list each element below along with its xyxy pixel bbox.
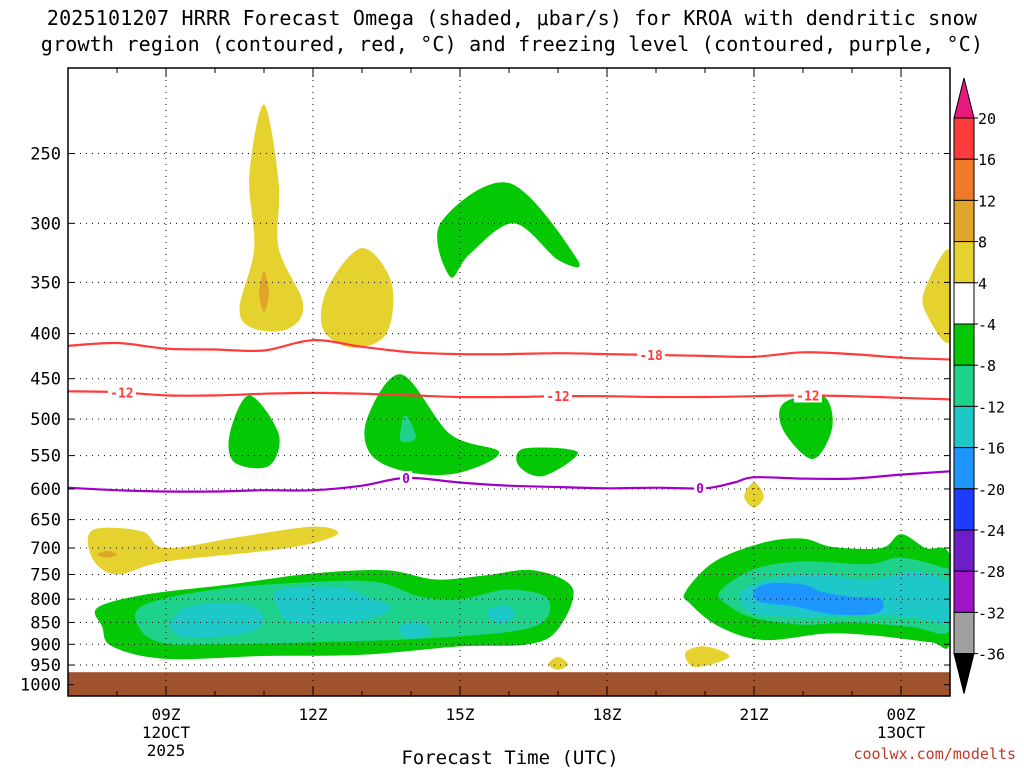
chart-title-line-1: 2025101207 HRRR Forecast Omega (shaded, … <box>46 6 978 30</box>
omega-shaded-region-13 <box>97 550 117 558</box>
omega-shaded-region-18 <box>170 602 265 638</box>
omega-shaded-region-14 <box>548 656 568 670</box>
colorbar-swatch-6 <box>953 323 975 366</box>
colorbar-label-m4: -4 <box>978 316 996 334</box>
y-tick-label-350: 350 <box>30 273 61 293</box>
isotherm-label: -18 <box>639 349 663 364</box>
colorbar-bottom-arrow <box>953 653 975 694</box>
x-tick-date: 13OCT <box>877 723 926 742</box>
y-tick-label-550: 550 <box>30 447 61 467</box>
x-tick-label-12Z: 12Z <box>299 705 328 724</box>
omega-shaded-region-20 <box>399 621 431 638</box>
omega-shaded-region-21 <box>487 605 515 624</box>
colorbar-swatch-5 <box>953 282 975 325</box>
y-tick-label-800: 800 <box>30 590 61 610</box>
y-tick-label-700: 700 <box>30 539 61 559</box>
x-axis-label: Forecast Time (UTC) <box>401 747 618 768</box>
omega-shaded-region-1 <box>239 104 304 332</box>
colorbar-label-m36: -36 <box>978 646 1005 664</box>
isotherm-label-bg <box>107 385 136 400</box>
isotherm-line-m18-1 <box>68 339 950 361</box>
y-tick-label-750: 750 <box>30 565 61 585</box>
credit-text: coolwx.com/modelts <box>853 745 1016 763</box>
omega-shaded-region-4 <box>922 249 950 344</box>
colorbar-label-m12: -12 <box>978 398 1005 416</box>
isotherm-label-bg <box>400 470 413 485</box>
omega-shaded-region-5 <box>437 182 580 278</box>
colorbar-top-arrow <box>953 77 975 119</box>
omega-shaded-region-7 <box>364 374 500 476</box>
y-tick-label-450: 450 <box>30 370 61 390</box>
colorbar-label-m16: -16 <box>978 440 1005 458</box>
y-tick-label-500: 500 <box>30 410 61 430</box>
isotherm-label-bg <box>694 481 707 496</box>
omega-shaded-region-15 <box>685 646 730 668</box>
colorbar-label-m20: -20 <box>978 481 1005 499</box>
colorbar-label-m8: -8 <box>978 357 996 375</box>
colorbar-swatch-8 <box>953 405 975 449</box>
y-tick-label-650: 650 <box>30 511 61 531</box>
colorbar-swatch-3 <box>953 199 975 243</box>
isotherm-label: 0 <box>696 482 704 497</box>
omega-shaded-region-12 <box>87 526 339 575</box>
omega-shaded-region-19 <box>273 586 392 625</box>
x-tick-label-21Z: 21Z <box>740 705 769 724</box>
y-tick-label-600: 600 <box>30 480 61 500</box>
ground-band <box>68 672 950 696</box>
isotherm-label: 0 <box>402 472 410 487</box>
y-tick-label-850: 850 <box>30 613 61 633</box>
colorbar-label-16: 16 <box>978 151 996 169</box>
x-tick-year: 2025 <box>147 741 186 760</box>
colorbar-swatch-13 <box>953 611 975 655</box>
colorbar-swatch-1 <box>953 117 975 160</box>
omega-shaded-region-9 <box>516 447 578 477</box>
colorbar-label-m32: -32 <box>978 604 1005 622</box>
omega-shaded-region-10 <box>779 394 833 460</box>
omega-shaded-region-3 <box>320 248 394 348</box>
colorbar-swatch-12 <box>953 570 975 613</box>
chart-title-line-2: growth region (contoured, red, °C) and f… <box>40 32 984 56</box>
colorbar-label-m28: -28 <box>978 563 1005 581</box>
colorbar-swatch-9 <box>953 447 975 490</box>
isotherm-label-bg <box>637 347 666 362</box>
x-tick-label-09Z: 09Z <box>152 705 181 724</box>
y-tick-label-1000: 1000 <box>20 676 61 696</box>
omega-shaded-region-6 <box>228 395 280 469</box>
omega-shaded-region-11 <box>744 482 764 508</box>
colorbar-label-12: 12 <box>978 192 996 210</box>
isotherm-label: -12 <box>546 390 569 405</box>
x-tick-label-00Z: 00Z <box>887 705 916 724</box>
y-tick-label-950: 950 <box>30 656 61 676</box>
x-tick-date: 12OCT <box>142 723 191 742</box>
colorbar-label-m24: -24 <box>978 522 1005 540</box>
y-tick-label-900: 900 <box>30 635 61 655</box>
colorbar-label-20: 20 <box>978 110 996 128</box>
isotherm-label: -12 <box>110 386 133 401</box>
isotherm-line-0-3 <box>68 470 950 493</box>
colorbar-swatch-10 <box>953 488 975 531</box>
x-tick-label-18Z: 18Z <box>593 705 622 724</box>
y-tick-label-400: 400 <box>30 325 61 345</box>
isotherm-label: -12 <box>796 389 819 404</box>
isotherm-label-bg <box>544 389 572 404</box>
colorbar-swatch-2 <box>953 158 975 201</box>
colorbar-swatch-11 <box>953 529 975 572</box>
y-tick-label-300: 300 <box>30 214 61 234</box>
x-tick-label-15Z: 15Z <box>446 705 475 724</box>
colorbar-label-4: 4 <box>978 275 987 293</box>
omega-shaded-region-2 <box>259 271 269 312</box>
colorbar-label-8: 8 <box>978 234 987 252</box>
colorbar-swatch-4 <box>953 241 975 284</box>
isotherm-label-bg <box>793 388 822 403</box>
omega-shaded-region-8 <box>399 414 416 443</box>
colorbar-swatch-7 <box>953 364 975 407</box>
y-tick-label-250: 250 <box>30 144 61 164</box>
